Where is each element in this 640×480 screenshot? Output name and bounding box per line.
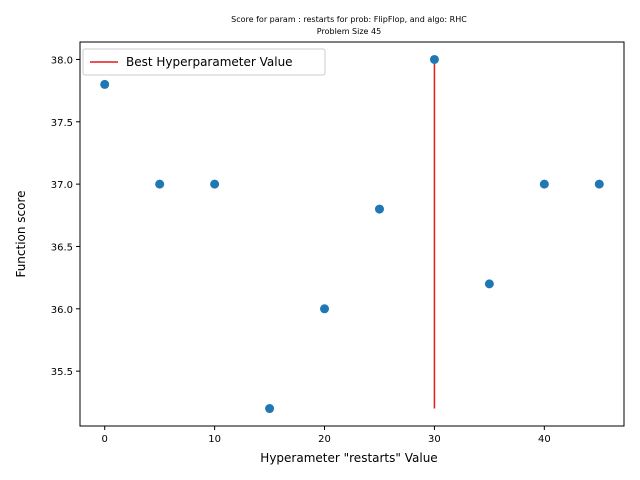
chart-subtitle: Problem Size 45 [317,27,381,36]
legend-box [82,48,326,76]
y-tick-label: 38.0 [51,55,73,66]
x-tick-label: 30 [428,434,441,445]
x-axis-title: Hyperameter "restarts" Value [260,451,437,465]
y-axis-title: Function score [14,190,28,277]
x-tick-label: 0 [102,434,108,445]
y-tick-label: 37.5 [51,118,73,129]
chart-title: Score for param : restarts for prob: Fli… [231,15,467,24]
y-tick-label: 35.5 [51,367,73,378]
scatter-point [100,79,110,89]
scatter-point [484,279,494,289]
scatter-point [320,304,330,314]
x-tick-label: 40 [538,434,551,445]
scatter-point [374,204,384,214]
y-tick-label: 36.5 [51,242,73,253]
x-tick-label: 20 [318,434,331,445]
x-tick-label: 10 [208,434,221,445]
scatter-point [594,179,604,189]
scatter-point [539,179,549,189]
scatter-point [210,179,220,189]
scatter-point [265,404,275,414]
plot-frame [79,41,625,427]
scatter-point [155,179,165,189]
y-tick-label: 36.0 [51,305,73,316]
plot-area: 0 10 20 30 40 35.5 36.0 36.5 37.0 37.5 38.0 [51,41,625,445]
legend: Best Hyperparameter Value [82,48,326,76]
scatter-point [429,54,439,64]
legend-label-best-hyperparameter: Best Hyperparameter Value [126,55,293,69]
y-tick-label: 37.0 [51,180,73,191]
